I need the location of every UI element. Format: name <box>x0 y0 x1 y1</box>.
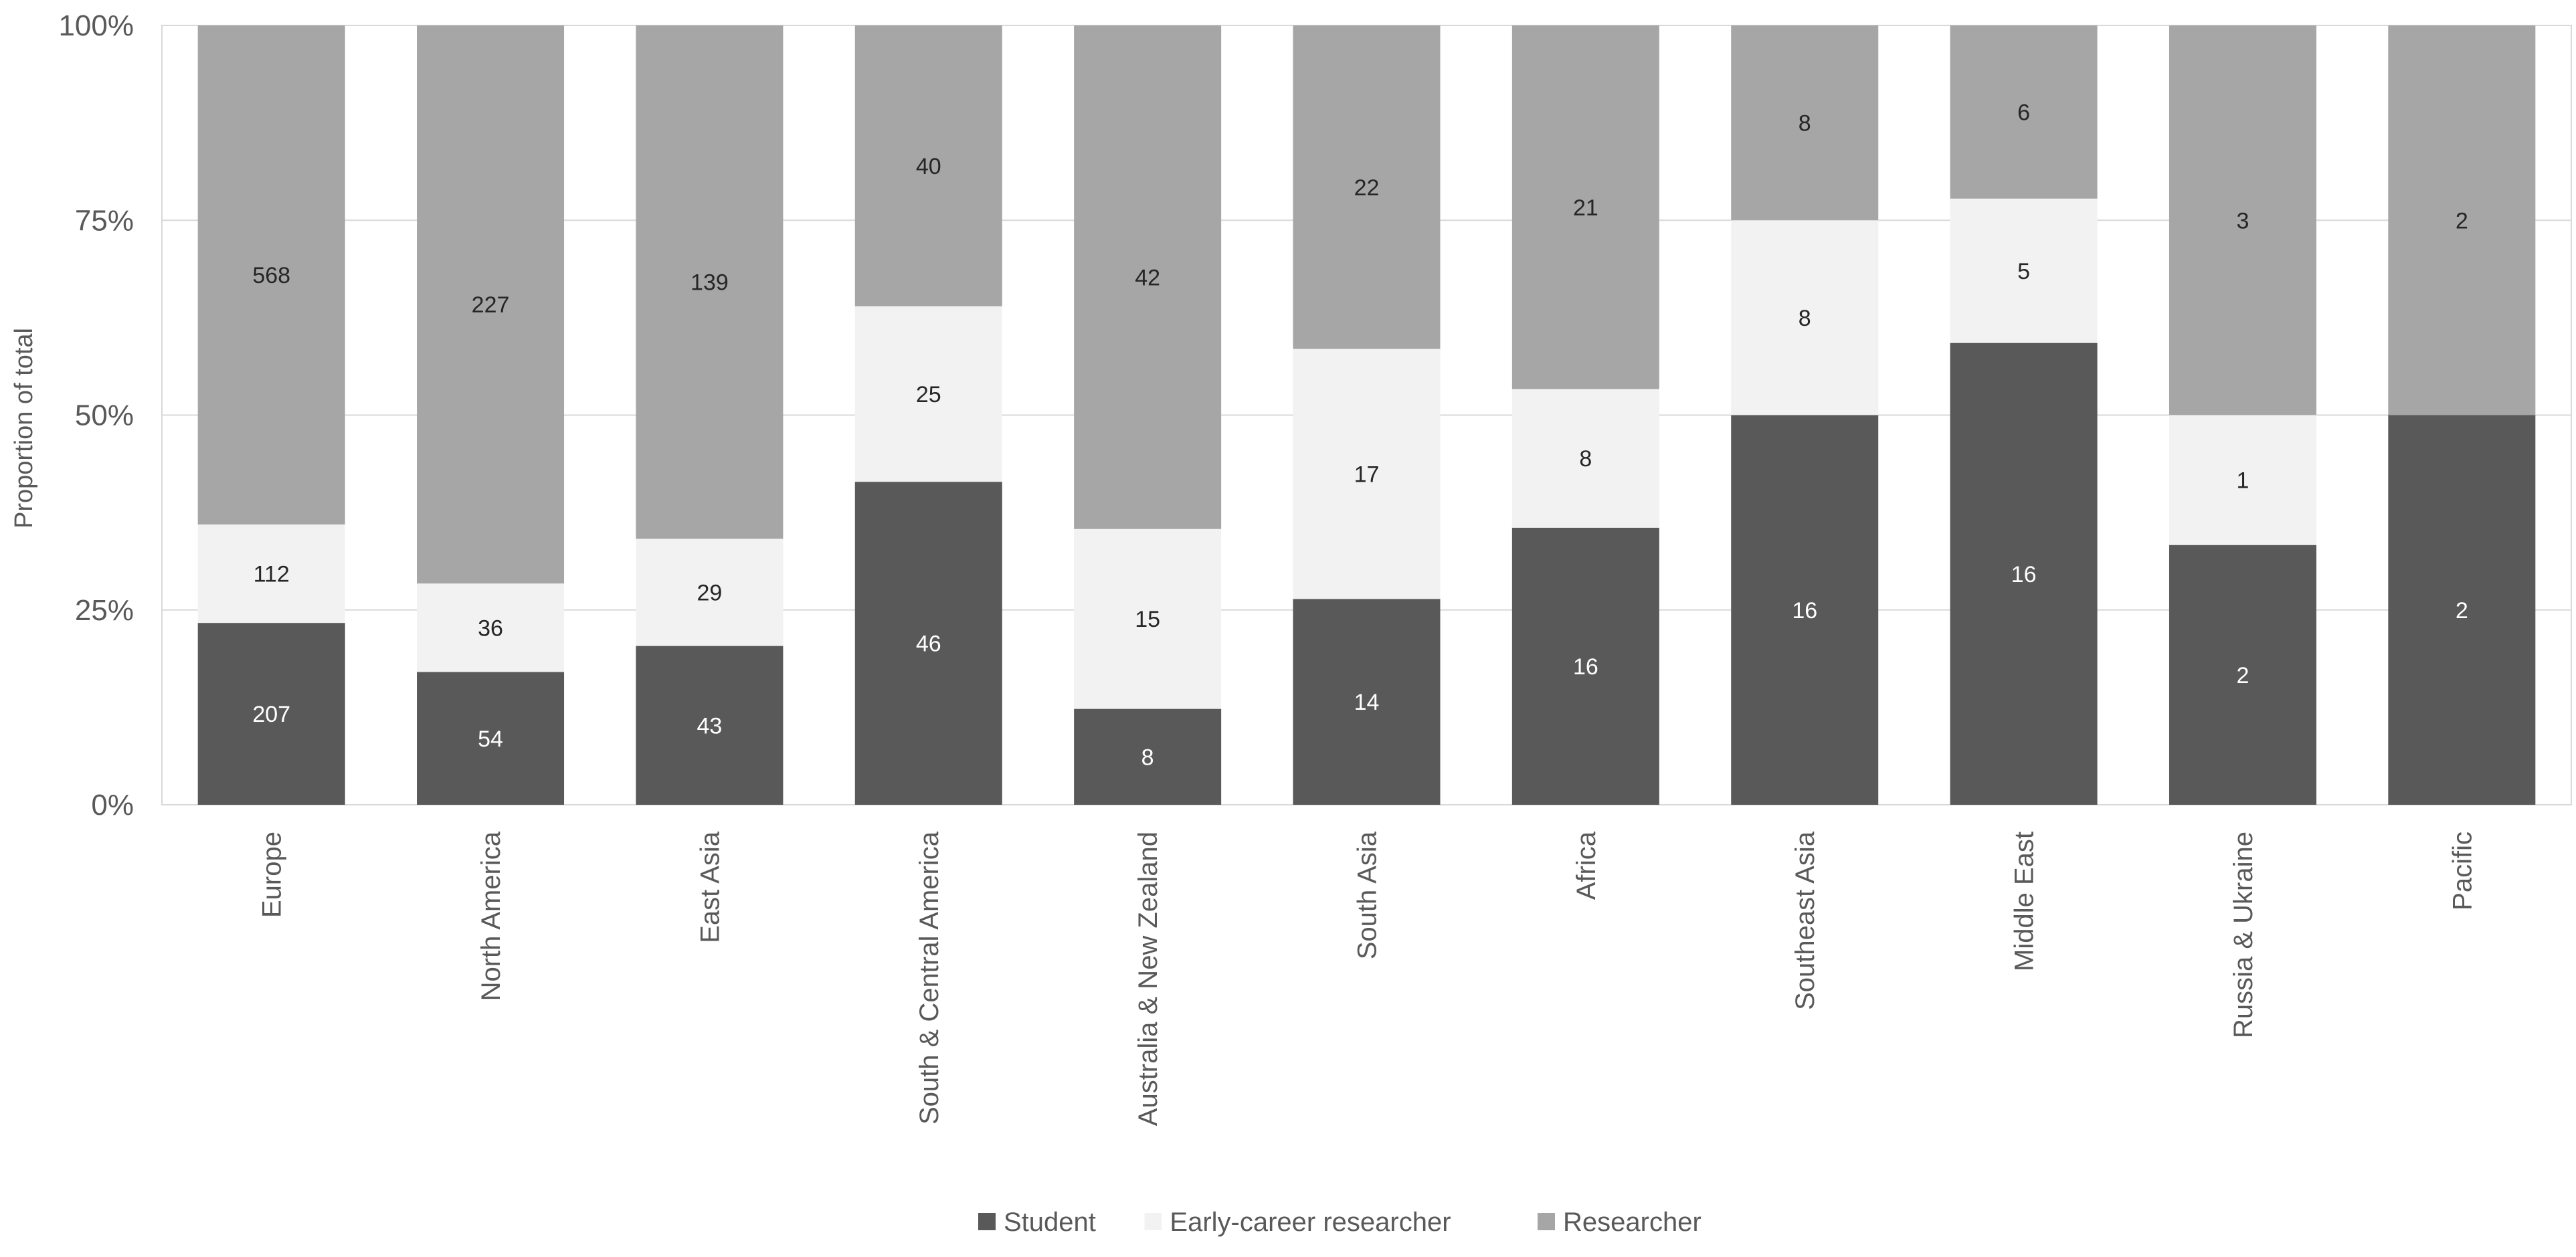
axes: 0% 25% 50% 75% 100% Europe North America East A… <box>58 9 2477 1126</box>
y-tick-label: 100% <box>58 9 134 42</box>
bar-segment <box>854 306 1002 482</box>
x-category-label: Africa <box>1572 831 1601 900</box>
legend-label: Student <box>1004 1207 1096 1237</box>
legend-label: Researcher <box>1563 1207 1701 1237</box>
x-category-label: Pacific <box>2448 832 2477 910</box>
x-category-label: Australia & New Zealand <box>1133 832 1163 1126</box>
data-label: 54 <box>478 727 503 752</box>
bar-segment <box>854 482 1002 805</box>
y-tick-label: 75% <box>75 204 134 237</box>
bar-segment <box>1731 25 1879 221</box>
bar-segment <box>1293 599 1441 805</box>
data-label: 29 <box>697 581 722 606</box>
data-label: 8 <box>1579 446 1592 472</box>
bar-segment <box>417 25 565 584</box>
data-label: 227 <box>472 292 510 318</box>
bar-segment <box>1950 343 2098 805</box>
data-label: 40 <box>916 154 941 179</box>
data-label: 139 <box>691 270 729 296</box>
data-label: 207 <box>252 702 290 727</box>
bar-segment <box>1511 389 1659 528</box>
data-label: 36 <box>478 615 503 641</box>
data-label: 22 <box>1354 175 1380 201</box>
x-category-label: South Asia <box>1353 831 1382 959</box>
x-category-label: Europe <box>258 832 287 918</box>
bar-segment <box>1731 220 1879 415</box>
legend: Student Early-career researcher Researcher <box>978 1207 1701 1237</box>
data-label: 568 <box>252 263 290 288</box>
data-label: 21 <box>1573 195 1598 221</box>
data-label: 2 <box>2456 598 2468 623</box>
data-label: 6 <box>2017 100 2030 125</box>
bar-segment <box>197 623 345 805</box>
data-label: 3 <box>2236 208 2249 233</box>
bar-segment <box>1293 25 1441 349</box>
data-label: 25 <box>916 382 941 407</box>
legend-swatch <box>1538 1213 1555 1230</box>
x-category-label: Russia & Ukraine <box>2229 832 2258 1038</box>
bar-segment <box>2169 25 2316 415</box>
bars: 2071125685436227432913946254081542141722… <box>197 25 2536 805</box>
bar-segment <box>2169 545 2316 805</box>
data-label: 8 <box>1799 306 1811 331</box>
bar-segment <box>1074 25 1222 529</box>
bar-segment <box>197 524 345 623</box>
bar-segment <box>2388 415 2536 805</box>
x-category-label: East Asia <box>695 831 725 943</box>
bar-segment <box>1293 349 1441 599</box>
bar-segment <box>636 646 784 805</box>
data-label: 16 <box>1792 598 1817 623</box>
data-label: 16 <box>1573 654 1598 680</box>
bar-segment <box>197 25 345 525</box>
y-tick-label: 0% <box>91 789 134 821</box>
legend-swatch <box>978 1213 996 1230</box>
data-label: 43 <box>697 713 722 739</box>
bar-segment <box>1950 198 2098 343</box>
bar-segment <box>2388 25 2536 415</box>
y-axis-title: Proportion of total <box>10 328 38 528</box>
bar-segment <box>1511 25 1659 389</box>
bar-segment <box>417 583 565 672</box>
data-label: 15 <box>1135 607 1160 632</box>
data-label: 2 <box>2456 208 2468 233</box>
bar-segment <box>636 539 784 646</box>
bar-segment <box>417 672 565 805</box>
x-category-label: Southeast Asia <box>1790 831 1820 1010</box>
data-label: 112 <box>254 562 290 587</box>
bar-segment <box>854 25 1002 306</box>
bar-segment <box>1731 415 1879 805</box>
x-category-label: Middle East <box>2010 832 2039 971</box>
data-label: 42 <box>1135 265 1160 290</box>
bar-segment <box>636 25 784 539</box>
data-label: 17 <box>1354 462 1380 487</box>
x-category-label: South & Central America <box>915 831 944 1125</box>
data-label: 14 <box>1354 690 1380 715</box>
x-category-label: North America <box>476 831 506 1001</box>
data-label: 5 <box>2017 259 2030 284</box>
bar-segment <box>2169 415 2316 545</box>
legend-swatch <box>1144 1213 1162 1230</box>
y-tick-label: 50% <box>75 399 134 432</box>
data-label: 8 <box>1799 111 1811 136</box>
bar-segment <box>1511 527 1659 805</box>
bar-segment <box>1074 528 1222 709</box>
bar-segment <box>1950 25 2098 199</box>
y-tick-label: 25% <box>75 594 134 627</box>
data-label: 8 <box>1141 745 1154 770</box>
data-label: 1 <box>2236 468 2249 494</box>
data-label: 2 <box>2236 663 2249 688</box>
legend-label: Early-career researcher <box>1170 1207 1451 1237</box>
data-label: 46 <box>916 632 941 657</box>
bar-segment <box>1074 708 1222 805</box>
data-label: 16 <box>2011 562 2037 587</box>
